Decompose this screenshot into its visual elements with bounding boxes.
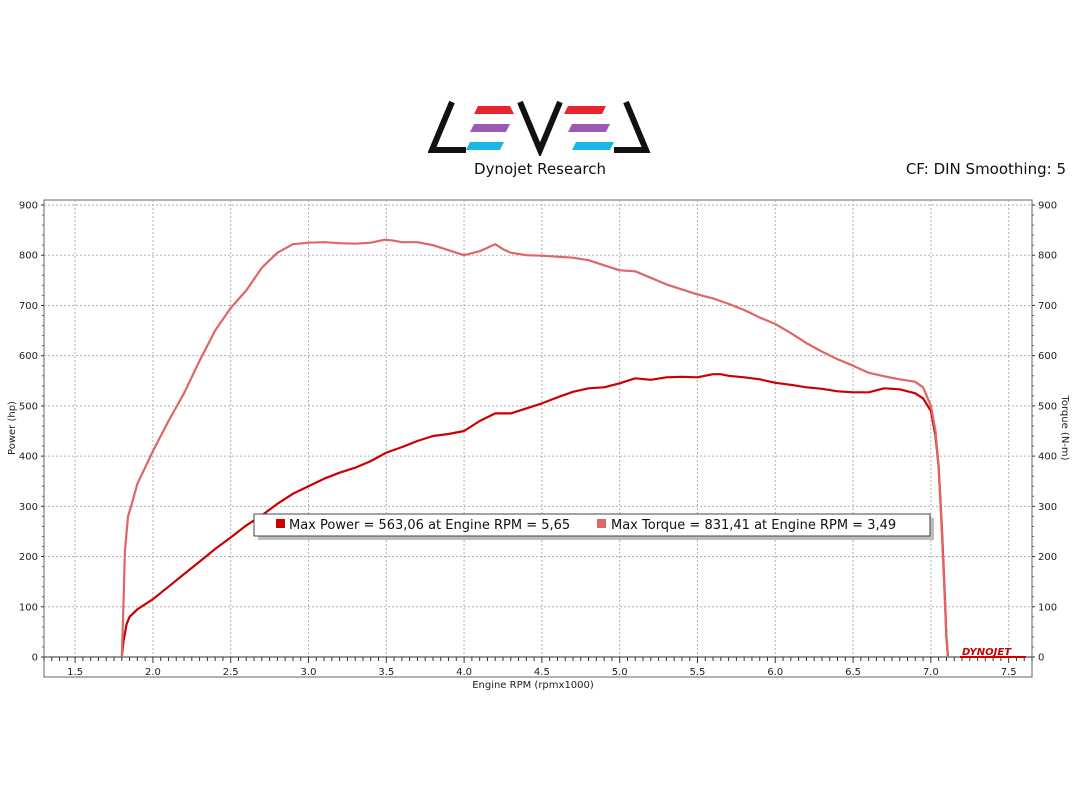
x-tick-label: 1.5 (67, 667, 83, 678)
logo-e2-cyan-bar (572, 142, 614, 150)
logo-v-shape (517, 100, 563, 156)
y-right-tick-label: 300 (1038, 502, 1057, 513)
logo-e-red-bar (474, 106, 514, 114)
power-curve (120, 373, 950, 658)
x-tick-label: 6.0 (767, 667, 783, 678)
dynojet-logo-text: DYNOJET (962, 647, 1012, 658)
company-name: Dynojet Research (474, 160, 606, 178)
y-left-tick-label: 900 (19, 201, 38, 212)
logo-reversed-l-shape (614, 100, 651, 153)
y-axis-right-title: Torque (N-m) (1059, 394, 1070, 460)
y-right-tick-label: 600 (1038, 351, 1057, 362)
y-right-tick-label: 800 (1038, 251, 1057, 262)
x-tick-label: 4.0 (456, 667, 472, 678)
y-right-tick-label: 400 (1038, 452, 1057, 463)
y-left-tick-label: 700 (19, 301, 38, 312)
y-left-tick-label: 600 (19, 351, 38, 362)
logo-e-purple-bar (470, 124, 510, 132)
y-axis-right: 0 100 200 300 400 500 600 700 800 900 (1032, 201, 1057, 664)
legend-power-swatch (276, 519, 285, 528)
y-right-tick-label: 100 (1038, 602, 1057, 613)
correction-factor-info: CF: DIN Smoothing: 5 (905, 160, 1066, 178)
legend-box (253, 513, 931, 537)
y-right-tick-label: 0 (1038, 653, 1044, 664)
level-logo (428, 100, 651, 156)
dynojet-logo-underline (960, 656, 1026, 658)
y-axis-left: 0 100 200 300 400 500 600 700 800 900 (19, 201, 44, 664)
y-right-tick-label: 700 (1038, 301, 1057, 312)
logo-e-cyan-bar (466, 142, 504, 150)
logo-e2-purple-bar (568, 124, 610, 132)
y-axis-left-title: Power (hp) (7, 401, 18, 455)
x-tick-label: 3.5 (378, 667, 394, 678)
x-tick-label: 2.0 (145, 667, 161, 678)
y-left-tick-label: 400 (19, 452, 38, 463)
y-left-tick-label: 800 (19, 251, 38, 262)
x-tick-label: 5.0 (612, 667, 628, 678)
plot-frame (43, 199, 1033, 678)
x-tick-label: 5.5 (690, 667, 706, 678)
legend: Max Power = 563,06 at Engine RPM = 5,65 … (253, 513, 934, 540)
x-tick-label: 6.5 (845, 667, 861, 678)
legend-torque-label: Max Torque = 831,41 at Engine RPM = 3,49 (611, 518, 896, 533)
x-tick-label: 2.5 (223, 667, 239, 678)
y-left-tick-label: 200 (19, 552, 38, 563)
legend-torque-swatch (597, 519, 606, 528)
series-layer (120, 238, 950, 658)
torque-curve (120, 238, 950, 658)
x-tick-label: 7.0 (923, 667, 939, 678)
logo-e2-red-bar (564, 106, 606, 114)
x-tick-label: 4.5 (534, 667, 550, 678)
legend-power-label: Max Power = 563,06 at Engine RPM = 5,65 (289, 518, 570, 533)
x-tick-label: 3.0 (301, 667, 317, 678)
y-right-tick-label: 900 (1038, 201, 1057, 212)
y-left-tick-label: 300 (19, 502, 38, 513)
dynojet-logo: DYNOJET (960, 647, 1026, 658)
x-axis: 1.5 2.0 2.5 3.0 3.5 4.0 4.5 5.0 5.5 6.0 6.5 7.0 7.5 (43, 656, 1033, 678)
y-left-tick-label: 500 (19, 401, 38, 412)
y-left-tick-label: 100 (19, 602, 38, 613)
y-right-tick-label: 500 (1038, 401, 1057, 412)
x-axis-title: Engine RPM (rpmx1000) (472, 680, 594, 691)
y-right-tick-label: 200 (1038, 552, 1057, 563)
y-left-tick-label: 0 (32, 653, 38, 664)
x-tick-label: 7.5 (1001, 667, 1017, 678)
logo-l-shape (428, 100, 466, 153)
